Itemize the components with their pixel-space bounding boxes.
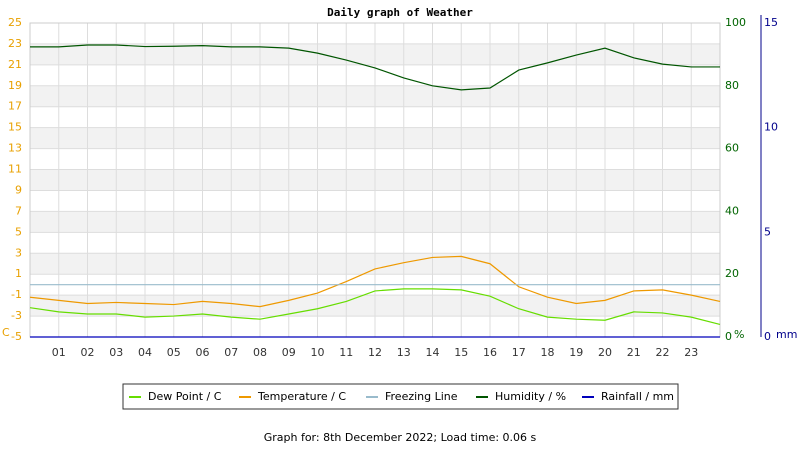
x-tick-label: 09 [282,346,296,359]
chart-title: Daily graph of Weather [327,6,473,19]
y-tick-label: -1 [11,288,22,301]
y-tick-label: 11 [8,163,22,176]
x-tick-label: 23 [684,346,698,359]
y-tick-label: 3 [15,246,22,259]
x-tick-label: 17 [512,346,526,359]
y-tick-label: 15 [8,121,22,134]
y3-tick-label: 15 [764,16,778,29]
y-tick-label: 25 [8,16,22,29]
x-tick-label: 14 [426,346,440,359]
series-line [29,288,721,326]
x-tick-label: 10 [311,346,325,359]
y-tick-label: 23 [8,37,22,50]
y2-tick-label: 80 [725,79,739,92]
y-tick-label: 13 [8,142,22,155]
series-line [29,255,721,308]
y2-tick-label: 100 [725,16,746,29]
y2-tick-label: 0 [725,330,732,343]
y-tick-label: 17 [8,100,22,113]
y-tick-label: 19 [8,79,22,92]
x-tick-label: 07 [224,346,238,359]
x-tick-label: 21 [627,346,641,359]
x-tick-label: 12 [368,346,382,359]
y-axis-label: C [2,326,10,339]
legend-label: Dew Point / C [148,390,222,403]
y-tick-label: -3 [11,309,22,322]
y3-tick-label: 5 [764,225,771,238]
x-tick-label: 06 [196,346,210,359]
x-tick-label: 16 [483,346,497,359]
y2-tick-label: 60 [725,142,739,155]
legend-label: Temperature / C [257,390,346,403]
x-tick-label: 19 [569,346,583,359]
legend-label: Freezing Line [385,390,458,403]
y3-axis-label: mm [776,328,797,341]
x-tick-label: 02 [81,346,95,359]
y2-axis-label: % [734,328,744,341]
series-line [30,44,720,91]
x-tick-label: 18 [541,346,555,359]
x-tick-label: 01 [52,346,66,359]
y3-tick-label: 0 [764,330,771,343]
x-tick-label: 22 [656,346,670,359]
x-tick-label: 08 [253,346,267,359]
x-tick-label: 05 [167,346,181,359]
footer: Graph for: 8th December 2022; Load time:… [264,431,537,444]
y-tick-label: 7 [15,204,22,217]
y-tick-label: 9 [15,183,22,196]
y3-tick-label: 10 [764,121,778,134]
x-tick-label: 03 [109,346,123,359]
legend-label: Humidity / % [495,390,566,403]
y-tick-label: 21 [8,58,22,71]
x-tick-label: 20 [598,346,612,359]
y2-tick-label: 40 [725,204,739,217]
x-tick-label: 15 [454,346,468,359]
x-tick-label: 13 [397,346,411,359]
x-tick-label: 11 [339,346,353,359]
x-tick-label: 04 [138,346,152,359]
y-tick-label: 1 [15,267,22,280]
y2-tick-label: 20 [725,267,739,280]
legend-label: Rainfall / mm [601,390,674,403]
y-tick-label: 5 [15,225,22,238]
y-tick-label: -5 [11,330,22,343]
